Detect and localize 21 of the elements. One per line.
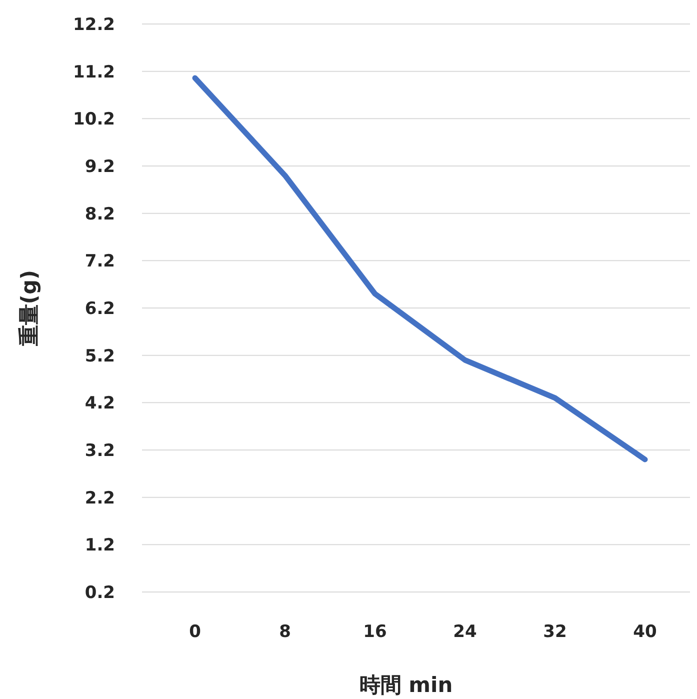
x-tick-label: 16 [363, 622, 387, 642]
y-axis-title: 重量(g) [17, 270, 41, 348]
x-tick-label: 8 [279, 622, 291, 642]
x-tick-label: 32 [543, 622, 567, 642]
y-tick-label: 9.2 [84, 157, 115, 177]
x-tick-label: 24 [453, 622, 477, 642]
x-axis-title: 時間 min [359, 673, 453, 697]
y-tick-label: 4.2 [84, 394, 115, 414]
y-tick-label: 2.2 [84, 488, 115, 508]
y-tick-label: 10.2 [73, 110, 115, 130]
y-tick-label: 5.2 [84, 346, 115, 366]
y-tick-label: 12.2 [73, 15, 115, 35]
y-tick-label: 1.2 [84, 536, 115, 556]
x-tick-label: 0 [189, 622, 202, 642]
y-tick-label: 11.2 [73, 62, 115, 82]
y-tick-label: 0.2 [84, 583, 115, 603]
y-tick-label: 7.2 [84, 252, 115, 272]
y-tick-label: 8.2 [84, 204, 115, 224]
y-tick-label: 6.2 [84, 299, 115, 319]
y-tick-label: 3.2 [84, 441, 115, 461]
x-tick-label: 40 [633, 622, 657, 642]
